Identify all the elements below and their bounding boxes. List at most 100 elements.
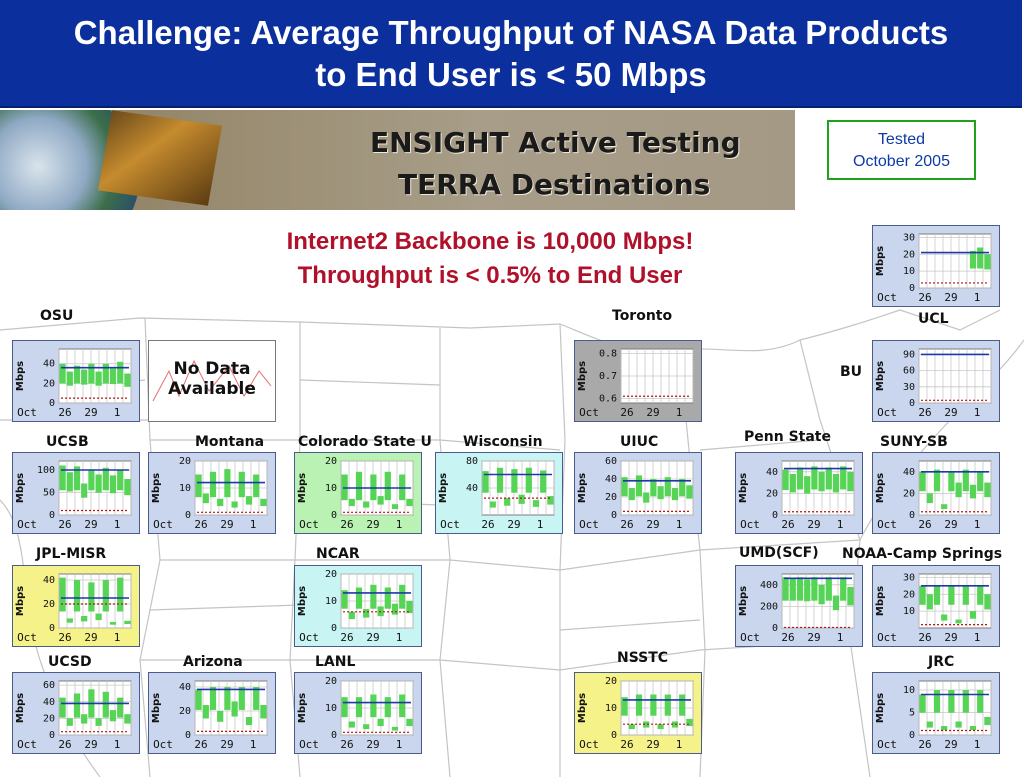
y-tick-label: 40 bbox=[43, 575, 55, 586]
chart-svg-umd-scf: 0 200 400 Mbps Oct 26 29 1 bbox=[738, 573, 855, 644]
throughput-bar bbox=[224, 687, 231, 710]
y-tick-label: 40 bbox=[766, 467, 778, 478]
x-tick-label: 1 bbox=[114, 631, 121, 644]
y-tick-label: 0 bbox=[909, 730, 915, 741]
throughput-bar bbox=[496, 467, 504, 493]
throughput-bar bbox=[977, 690, 984, 713]
throughput-bar bbox=[948, 690, 955, 713]
y-tick-label: 60 bbox=[903, 366, 915, 377]
y-tick-label: 30 bbox=[903, 232, 915, 243]
y-tick-label: 20 bbox=[903, 488, 915, 499]
throughput-bar bbox=[406, 718, 413, 727]
throughput-bar bbox=[643, 721, 650, 728]
banner-line-1: ENSIGHT Active Testing bbox=[370, 126, 741, 159]
throughput-bar bbox=[811, 577, 818, 601]
throughput-bar bbox=[926, 721, 933, 728]
x-tick-label: Oct bbox=[579, 738, 599, 751]
throughput-bar bbox=[532, 500, 540, 507]
x-tick-label: 1 bbox=[974, 406, 981, 419]
y-tick-label: 10 bbox=[325, 596, 337, 607]
chart-svg-arizona: 0 20 40 Mbps Oct 26 29 1 bbox=[151, 680, 268, 751]
chart-svg-montana: 0 10 20 Mbps Oct 26 29 1 bbox=[151, 456, 268, 531]
x-tick-label: 26 bbox=[918, 631, 931, 644]
site-label-toronto: Toronto bbox=[612, 308, 673, 324]
x-tick-label: 29 bbox=[84, 631, 97, 644]
x-tick-label: 26 bbox=[918, 406, 931, 419]
throughput-bar bbox=[840, 577, 847, 601]
throughput-bar bbox=[955, 721, 962, 728]
site-label-nsstc: NSSTC bbox=[617, 650, 669, 666]
throughput-bar bbox=[66, 371, 73, 386]
throughput-bar bbox=[962, 585, 969, 605]
throughput-bar bbox=[124, 714, 131, 724]
throughput-bar bbox=[109, 622, 117, 625]
throughput-bar bbox=[363, 609, 370, 618]
x-tick-label: Oct bbox=[153, 518, 173, 531]
site-label-penn-state: Penn State bbox=[744, 429, 831, 445]
throughput-bar bbox=[348, 611, 355, 620]
x-tick-label: Oct bbox=[877, 518, 897, 531]
x-tick-label: Oct bbox=[740, 518, 760, 531]
x-tick-label: 29 bbox=[84, 738, 97, 751]
throughput-bar bbox=[941, 726, 948, 731]
throughput-bar bbox=[195, 689, 202, 710]
throughput-bar bbox=[102, 467, 109, 491]
y-tick-label: 0 bbox=[185, 730, 191, 741]
throughput-bar bbox=[253, 687, 260, 710]
throughput-bar bbox=[977, 471, 984, 492]
x-tick-label: 26 bbox=[194, 518, 207, 531]
y-tick-label: 0 bbox=[772, 510, 778, 521]
y-tick-label: 90 bbox=[903, 349, 915, 360]
chart-svg-jrc: 0 5 10 Mbps Oct 26 29 1 bbox=[875, 680, 992, 751]
y-axis-label: Mbps bbox=[577, 693, 588, 723]
throughput-bar bbox=[804, 476, 811, 494]
y-tick-label: 0 bbox=[49, 623, 55, 634]
throughput-bar bbox=[919, 585, 926, 605]
chart-svg-lanl: 0 10 20 Mbps Oct 26 29 1 bbox=[297, 676, 414, 751]
y-tick-label: 20 bbox=[179, 456, 191, 467]
site-label-bu: BU bbox=[840, 364, 863, 380]
throughput-bar bbox=[95, 371, 102, 386]
throughput-bar bbox=[832, 473, 840, 493]
chart-svg-noaa-camp-springs: 10 20 30 Mbps Oct 26 29 1 bbox=[875, 572, 992, 644]
x-tick-label: 26 bbox=[918, 518, 931, 531]
y-tick-label: 0 bbox=[909, 398, 915, 409]
throughput-bar bbox=[621, 697, 628, 716]
chart-svg-uiuc: 0 20 40 60 Mbps Oct 26 29 1 bbox=[577, 456, 694, 531]
chart-svg-bu: 0 30 60 90 Mbps Oct 26 29 1 bbox=[875, 348, 992, 419]
throughput-bar bbox=[977, 247, 984, 269]
throughput-bar bbox=[782, 577, 789, 601]
throughput-bar bbox=[231, 501, 238, 508]
x-tick-label: 1 bbox=[837, 518, 844, 531]
x-tick-label: 1 bbox=[974, 518, 981, 531]
throughput-bar bbox=[124, 373, 131, 387]
y-tick-label: 0 bbox=[331, 623, 337, 634]
x-tick-label: 29 bbox=[220, 738, 233, 751]
chart-svg-colorado-state-u: 0 10 20 Mbps Oct 26 29 1 bbox=[297, 456, 414, 531]
y-tick-label: 0 bbox=[611, 510, 617, 521]
y-axis-label: Mbps bbox=[15, 473, 26, 503]
y-tick-label: 20 bbox=[179, 706, 191, 717]
throughput-bar bbox=[377, 496, 384, 505]
chart-svg-wisconsin: 40 80 Mbps Oct 26 29 1 bbox=[438, 456, 555, 531]
throughput-bar bbox=[406, 498, 413, 507]
chart-panel-jrc: 0 5 10 Mbps Oct 26 29 1 bbox=[872, 672, 1000, 754]
throughput-bar bbox=[260, 498, 267, 507]
y-axis-label: Mbps bbox=[15, 693, 26, 723]
throughput-bar bbox=[941, 614, 948, 621]
chart-panel-ucsb: 0 50 100 Mbps Oct 26 29 1 bbox=[12, 452, 140, 534]
no-data-line-2: Available bbox=[168, 379, 256, 399]
y-tick-label: 20 bbox=[325, 456, 337, 467]
throughput-bar bbox=[482, 471, 489, 493]
throughput-bar bbox=[540, 470, 547, 493]
throughput-bar bbox=[81, 616, 88, 622]
y-tick-label: 20 bbox=[903, 589, 915, 600]
y-tick-label: 0 bbox=[185, 510, 191, 521]
site-label-ncar: NCAR bbox=[316, 546, 360, 562]
throughput-bar bbox=[635, 475, 643, 497]
x-tick-label: 29 bbox=[807, 631, 820, 644]
x-tick-label: 29 bbox=[84, 406, 97, 419]
throughput-bar bbox=[66, 618, 73, 623]
x-tick-label: 29 bbox=[646, 738, 659, 751]
throughput-bar bbox=[664, 477, 671, 497]
